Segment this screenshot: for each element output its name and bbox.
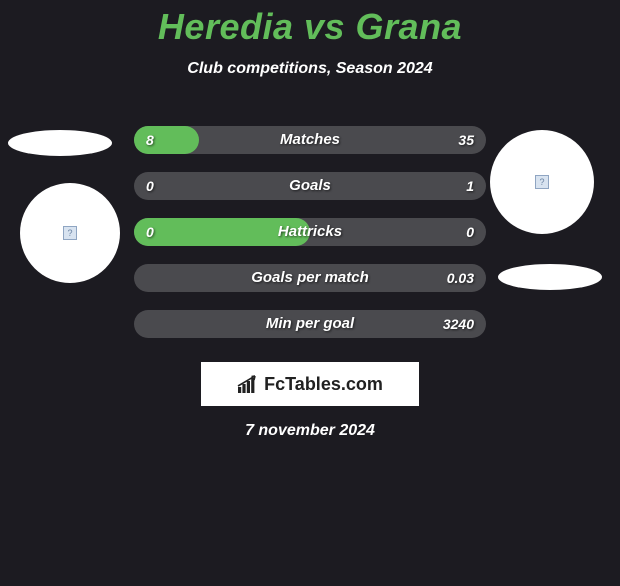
stat-value-right: 3240	[443, 310, 474, 338]
stat-row: Goals per match0.03	[134, 264, 486, 292]
stat-value-left: 8	[146, 126, 154, 154]
stat-value-right: 1	[466, 172, 474, 200]
avatar-placeholder-icon: ?	[535, 175, 549, 189]
stat-value-right: 0	[466, 218, 474, 246]
stat-label: Matches	[134, 126, 486, 154]
stat-value-left: 0	[146, 172, 154, 200]
footer-date: 7 november 2024	[0, 422, 620, 440]
avatar-placeholder-icon: ?	[63, 226, 77, 240]
stat-row: Goals0 1	[134, 172, 486, 200]
stat-label: Min per goal	[134, 310, 486, 338]
branding-text: FcTables.com	[264, 374, 383, 395]
bar-chart-arrow-icon	[237, 375, 259, 393]
stat-label: Hattricks	[134, 218, 486, 246]
stat-row: Hattricks0 0	[134, 218, 486, 246]
left-ellipse-decor	[8, 130, 112, 156]
stat-value-right: 35	[458, 126, 474, 154]
stat-value-left: 0	[146, 218, 154, 246]
stat-label: Goals	[134, 172, 486, 200]
player-avatar-right: ?	[490, 130, 594, 234]
page-title: Heredia vs Grana	[0, 6, 620, 48]
page-subtitle: Club competitions, Season 2024	[0, 60, 620, 78]
stat-value-right: 0.03	[447, 264, 474, 292]
stat-row: Matches8 35	[134, 126, 486, 154]
stat-label: Goals per match	[134, 264, 486, 292]
stats-comparison: Matches835Goals01Hattricks00Goals per ma…	[134, 126, 486, 338]
stat-row: Min per goal3240	[134, 310, 486, 338]
right-ellipse-decor	[498, 264, 602, 290]
branding-box: FcTables.com	[201, 362, 419, 406]
player-avatar-left: ?	[20, 183, 120, 283]
